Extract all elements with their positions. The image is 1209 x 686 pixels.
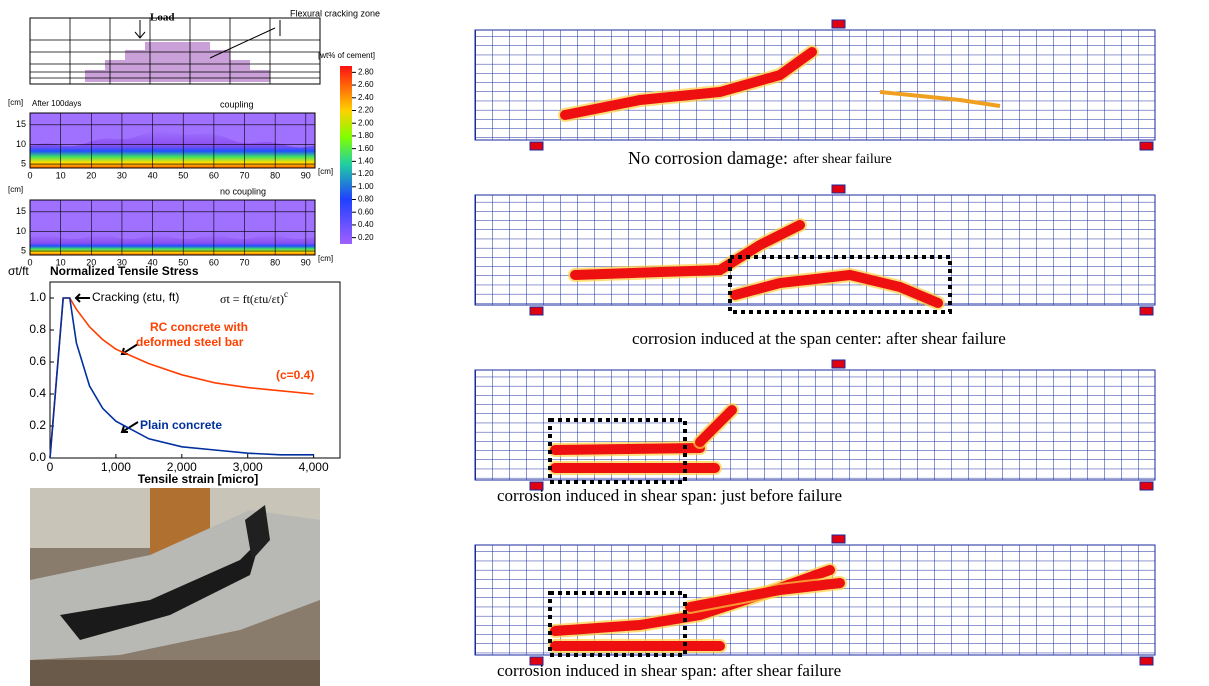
- colorbar-tick-label: 0.80: [358, 195, 374, 204]
- crack-band: [555, 448, 700, 450]
- contour-y-label: 5: [21, 158, 26, 168]
- colorbar-tick-label: 1.00: [358, 182, 374, 191]
- contour-y-label: 15: [16, 206, 26, 216]
- y-tick-label: 0.0: [29, 450, 46, 464]
- contour-x-label: 40: [148, 170, 158, 180]
- contour-x-label: 20: [86, 170, 96, 180]
- contour-y-label: 10: [16, 226, 26, 236]
- contour-x-label: 40: [148, 257, 158, 267]
- c-annotation: (c=0.4): [276, 368, 314, 382]
- leader-line: [210, 28, 275, 58]
- x-axis-label: Tensile strain [micro]: [138, 472, 258, 486]
- y-tick-label: 0.2: [29, 418, 46, 432]
- cracking-zone: [85, 42, 270, 82]
- support: [832, 360, 845, 368]
- series-label: Plain concrete: [140, 418, 222, 432]
- contour-x-label: 20: [86, 257, 96, 267]
- figure: Load Flexural cracking zone [wt% of ceme…: [0, 0, 1209, 686]
- panel-caption: No corrosion damage:after shear failure: [628, 148, 892, 168]
- colorbar-tick-label: 2.40: [358, 93, 374, 102]
- load-label: Load: [150, 12, 174, 24]
- colorbar-tick-label: 2.60: [358, 80, 374, 89]
- support: [832, 20, 845, 28]
- mesh: [475, 545, 1155, 655]
- colorbar: [340, 66, 352, 244]
- contour-y-label: 10: [16, 139, 26, 149]
- contour-x-label: 50: [178, 257, 188, 267]
- colorbar-tick-label: 1.80: [358, 131, 374, 140]
- contour-x-label: 70: [240, 170, 250, 180]
- mesh: [475, 195, 1155, 305]
- y-tick-label: 1.0: [29, 290, 46, 304]
- y-symbol: σt/ft: [8, 264, 29, 278]
- contour-x-label: 0: [27, 257, 32, 267]
- support: [832, 535, 845, 543]
- contour-x-label: 10: [56, 170, 66, 180]
- colorbar-tick-label: 1.40: [358, 156, 374, 165]
- contour-x-label: 60: [209, 257, 219, 267]
- support: [1140, 657, 1153, 665]
- contour-x-label: 50: [178, 170, 188, 180]
- panel-caption-detail: after shear failure: [793, 152, 892, 167]
- y-tick-label: 0.8: [29, 322, 46, 336]
- support: [530, 307, 543, 315]
- colorbar-tick-label: 2.80: [358, 67, 374, 76]
- photo: [30, 488, 320, 686]
- contour-x-label: 10: [56, 257, 66, 267]
- contour-unit: [cm]: [318, 167, 333, 176]
- x-tick-label: 2,000: [167, 460, 197, 474]
- x-tick-label: 3,000: [233, 460, 263, 474]
- contour-x-label: 30: [117, 257, 127, 267]
- contour-x-label: 70: [240, 257, 250, 267]
- colorbar-tick-label: 2.00: [358, 118, 374, 127]
- zone-label: Flexural cracking zone: [290, 8, 380, 18]
- support: [1140, 142, 1153, 150]
- contour-y-label: 15: [16, 119, 26, 129]
- contour-x-label: 80: [270, 170, 280, 180]
- x-tick-label: 0: [47, 460, 54, 474]
- support: [832, 185, 845, 193]
- contour-x-label: 30: [117, 170, 127, 180]
- y-tick-label: 0.4: [29, 386, 46, 400]
- contour-unit: [cm]: [318, 254, 333, 263]
- x-tick-label: 4,000: [299, 460, 329, 474]
- colorbar-unit: [wt% of cement]: [318, 51, 375, 60]
- x-tick-label: 1,000: [101, 460, 131, 474]
- panel-caption: corrosion induced at the span center: af…: [632, 329, 1006, 348]
- contour-title: no coupling: [220, 186, 266, 196]
- colorbar-tick-label: 2.20: [358, 106, 374, 115]
- contour-unit: [cm]: [8, 98, 23, 107]
- annotation-arrows: [76, 294, 138, 432]
- contour-unit: [cm]: [8, 185, 23, 194]
- y-tick-label: 0.6: [29, 354, 46, 368]
- support: [1140, 307, 1153, 315]
- contour-y-label: 5: [21, 245, 26, 255]
- contour-x-label: 90: [301, 257, 311, 267]
- colorbar-tick-label: 1.20: [358, 169, 374, 178]
- colorbar-tick-label: 1.60: [358, 144, 374, 153]
- beam-diagram: Load Flexural cracking zone: [30, 8, 380, 84]
- colorbar-tick-label: 0.40: [358, 220, 374, 229]
- contour-x-label: 0: [27, 170, 32, 180]
- panel-caption: corrosion induced in shear span: after s…: [497, 661, 841, 680]
- contour-x-label: 90: [301, 170, 311, 180]
- contour-title: coupling: [220, 99, 254, 109]
- colorbar-tick-label: 0.20: [358, 233, 374, 242]
- law-annotation: σt = ft(εtu/εt)c: [220, 289, 288, 306]
- support: [1140, 482, 1153, 490]
- support: [530, 142, 543, 150]
- cracking-annotation: Cracking (εtu, ft): [92, 290, 179, 304]
- contour-time: After 100days: [32, 99, 81, 108]
- contour-x-label: 80: [270, 257, 280, 267]
- contour-x-label: 60: [209, 170, 219, 180]
- panel-caption: corrosion induced in shear span: just be…: [497, 486, 842, 505]
- colorbar-tick-label: 0.60: [358, 207, 374, 216]
